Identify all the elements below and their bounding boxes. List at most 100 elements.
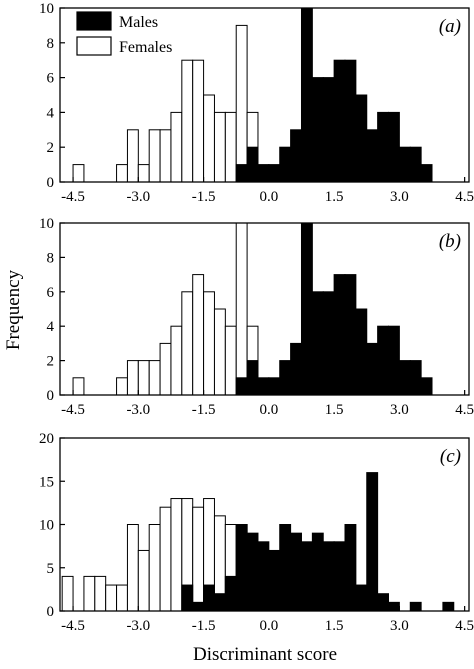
male-bar bbox=[322, 291, 335, 396]
y-tick-label: 6 bbox=[47, 71, 55, 87]
y-axis-title: Frequency bbox=[3, 269, 24, 350]
male-bar bbox=[268, 377, 281, 396]
legend-swatch-females bbox=[76, 36, 112, 56]
x-tick-label: -3.0 bbox=[126, 189, 150, 205]
female-bar bbox=[126, 129, 139, 183]
legend: Males Females bbox=[76, 11, 172, 56]
x-tick-label: 0.0 bbox=[259, 402, 278, 418]
female-bar bbox=[181, 291, 194, 396]
y-tick-label: 10 bbox=[39, 216, 54, 232]
female-bar bbox=[116, 584, 128, 612]
female-bar bbox=[203, 291, 215, 396]
x-tick-label: -3.0 bbox=[126, 402, 150, 418]
male-bar bbox=[268, 164, 281, 183]
male-bar bbox=[377, 325, 390, 396]
female-bar bbox=[72, 164, 85, 183]
male-bar bbox=[409, 360, 422, 396]
male-bar bbox=[344, 524, 357, 612]
y-tick-label: 0 bbox=[47, 388, 55, 404]
female-bar bbox=[137, 360, 150, 396]
male-bar bbox=[290, 129, 302, 183]
male-bar bbox=[181, 584, 194, 612]
female-bar bbox=[105, 584, 118, 612]
female-bar bbox=[159, 506, 172, 612]
male-bar bbox=[355, 584, 368, 612]
x-tick-label: 1.5 bbox=[325, 402, 344, 418]
x-tick-label: 3.0 bbox=[390, 402, 409, 418]
y-tick-label: 2 bbox=[47, 140, 55, 156]
male-bar bbox=[420, 377, 433, 396]
panel-label: (a) bbox=[439, 16, 461, 37]
y-tick-label: 0 bbox=[47, 175, 55, 191]
female-bar bbox=[181, 59, 194, 183]
female-bar bbox=[148, 524, 161, 612]
female-bar bbox=[137, 164, 150, 183]
male-bar bbox=[246, 360, 259, 396]
male-bar bbox=[300, 222, 313, 396]
male-bar bbox=[213, 593, 226, 612]
male-bar bbox=[192, 601, 205, 612]
y-tick-label: 4 bbox=[47, 105, 55, 121]
male-bar bbox=[290, 342, 302, 396]
female-bar bbox=[170, 325, 183, 396]
male-bar bbox=[279, 360, 292, 396]
female-bar bbox=[116, 377, 128, 396]
male-bar bbox=[333, 59, 346, 183]
x-tick-label: -4.5 bbox=[61, 189, 85, 205]
female-bar bbox=[148, 129, 161, 183]
x-tick-label: 4.5 bbox=[455, 402, 474, 418]
male-bar bbox=[290, 532, 302, 612]
male-bar bbox=[377, 111, 390, 183]
y-tick-label: 5 bbox=[47, 561, 55, 577]
x-tick-label: -4.5 bbox=[61, 618, 85, 634]
male-bar bbox=[355, 94, 368, 183]
x-tick-label: 4.5 bbox=[455, 189, 474, 205]
x-tick-label: -1.5 bbox=[192, 618, 216, 634]
male-bar bbox=[355, 308, 368, 396]
panel-label: (b) bbox=[439, 231, 461, 252]
panel-a: 0 2 4 6 8 10 -4.5 -3.0 -1.5 0.0 1.5 3.0 4.5 (a) Males F… bbox=[39, 1, 474, 205]
male-bar bbox=[257, 541, 270, 612]
female-bar bbox=[94, 575, 107, 612]
x-tick-label: 1.5 bbox=[325, 189, 344, 205]
female-bar bbox=[192, 59, 205, 183]
female-bar bbox=[170, 111, 183, 183]
male-bar bbox=[377, 593, 390, 612]
male-bar bbox=[344, 274, 357, 396]
female-bar bbox=[148, 360, 161, 396]
female-bar bbox=[170, 498, 183, 612]
female-bar bbox=[192, 506, 205, 612]
female-bar bbox=[224, 325, 237, 396]
male-bar bbox=[388, 325, 400, 396]
male-bar bbox=[300, 7, 313, 183]
female-bar bbox=[159, 129, 172, 183]
x-axis-title: Discriminant score bbox=[193, 644, 337, 665]
y-tick-label: 6 bbox=[47, 285, 55, 301]
female-bar bbox=[137, 549, 150, 612]
legend-label-males: Males bbox=[119, 14, 158, 31]
female-bar bbox=[83, 575, 96, 612]
x-tick-label: -4.5 bbox=[61, 402, 85, 418]
male-bar bbox=[279, 146, 292, 183]
male-bar bbox=[268, 549, 281, 612]
female-bar bbox=[126, 524, 139, 612]
female-bar bbox=[203, 94, 215, 183]
male-bar bbox=[344, 59, 357, 183]
female-bar bbox=[235, 24, 248, 183]
male-bar bbox=[333, 274, 346, 396]
female-bar bbox=[72, 377, 85, 396]
male-bar bbox=[235, 164, 248, 183]
male-bar bbox=[311, 532, 324, 612]
y-tick-label: 10 bbox=[39, 518, 54, 534]
male-bar bbox=[224, 575, 237, 612]
female-bar bbox=[192, 274, 205, 396]
male-bar bbox=[279, 524, 292, 612]
x-tick-label: 3.0 bbox=[390, 618, 409, 634]
male-bar bbox=[333, 541, 346, 612]
female-bar bbox=[235, 222, 248, 396]
male-bar bbox=[235, 377, 248, 396]
male-bar bbox=[420, 164, 433, 183]
y-tick-label: 8 bbox=[47, 250, 55, 266]
male-bar bbox=[398, 360, 411, 396]
female-bar bbox=[61, 575, 74, 612]
